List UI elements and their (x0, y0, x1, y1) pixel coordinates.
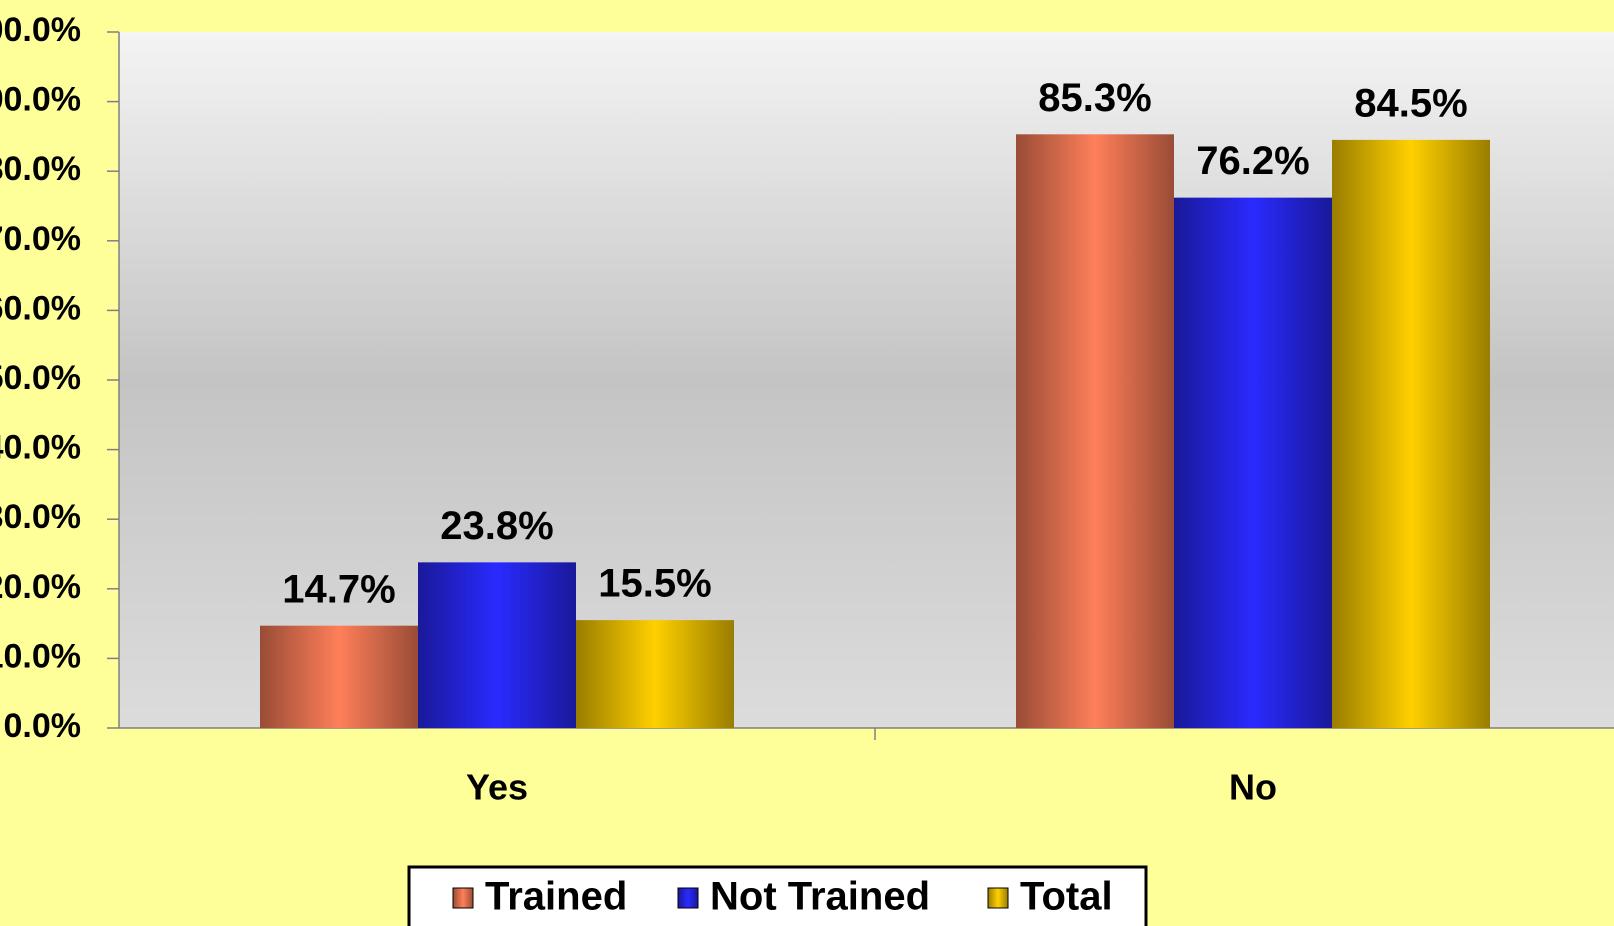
bar (576, 620, 734, 728)
y-tick-label: 90.0% (0, 81, 81, 119)
legend-label: Total (1020, 875, 1113, 919)
legend-label: Not Trained (710, 875, 930, 919)
legend-swatch (452, 887, 474, 909)
bar (1174, 197, 1332, 728)
y-tick-label: 10.0% (0, 637, 81, 675)
data-label: 14.7% (282, 567, 395, 611)
y-tick-label: 0.0% (4, 707, 82, 745)
bar (260, 625, 418, 728)
y-tick-label: 80.0% (0, 150, 81, 188)
y-tick-label: 70.0% (0, 220, 81, 258)
x-tick-label: No (1229, 767, 1277, 808)
bar (418, 562, 576, 728)
y-tick-label: 30.0% (0, 498, 81, 536)
y-tick-label: 40.0% (0, 429, 81, 467)
x-tick-label: Yes (466, 767, 528, 808)
legend-swatch (677, 887, 699, 909)
y-tick-label: 20.0% (0, 568, 81, 606)
legend-swatch (987, 887, 1009, 909)
legend-box (407, 865, 1148, 926)
data-label: 15.5% (598, 562, 711, 606)
y-tick-label: 60.0% (0, 289, 81, 327)
data-label: 23.8% (440, 504, 553, 548)
bar (1016, 134, 1174, 728)
legend-label: Trained (485, 875, 627, 919)
bar (1332, 139, 1490, 728)
data-label: 76.2% (1196, 139, 1309, 183)
y-tick-label: 50.0% (0, 359, 81, 397)
data-label: 84.5% (1354, 81, 1467, 125)
y-tick-label: 100.0% (0, 11, 81, 49)
data-label: 85.3% (1038, 76, 1151, 120)
